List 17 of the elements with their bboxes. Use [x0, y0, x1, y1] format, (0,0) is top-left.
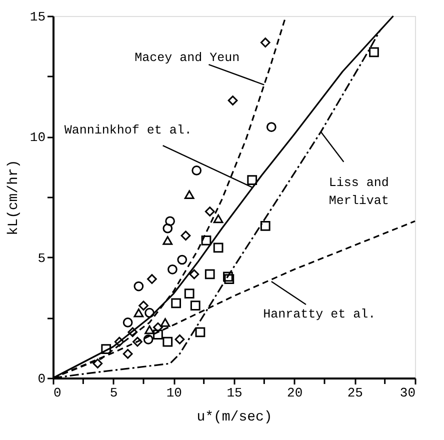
y-tick-label: 10: [30, 130, 46, 146]
x-tick-label: 25: [347, 386, 363, 400]
x-tick-label: 0: [54, 386, 62, 400]
x-tick-label: 5: [110, 386, 118, 400]
y-tick-label: 0: [38, 372, 46, 386]
x-tick-label: 10: [166, 386, 182, 400]
x-tick-label: 30: [400, 386, 416, 400]
annotation: Macey and Yeun: [134, 50, 240, 65]
x-tick-label: 20: [287, 386, 303, 400]
y-tick-label: 15: [30, 10, 46, 24]
annotation: Wanninkhof et al.: [64, 123, 192, 138]
x-tick-label: 15: [226, 386, 242, 400]
annotation: Liss and Merlivat: [328, 176, 389, 208]
annotation: Hanratty et al.: [263, 307, 376, 322]
x-axis-title: u*(m/sec): [196, 410, 272, 426]
y-tick-label: 5: [38, 250, 46, 266]
y-axis-title: kL(cm/hr): [6, 160, 22, 236]
